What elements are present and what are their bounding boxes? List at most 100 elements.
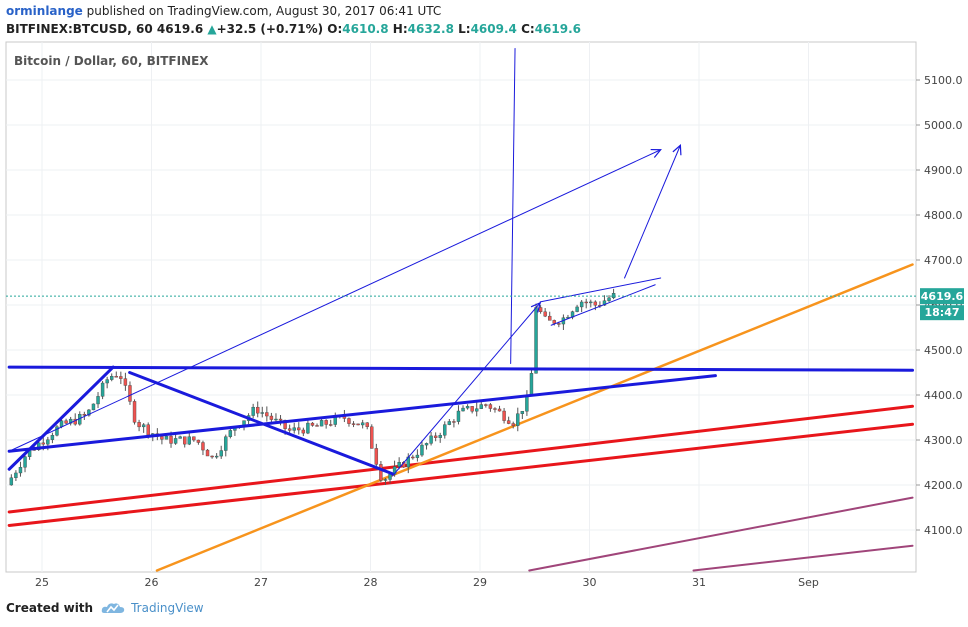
chart-frame xyxy=(5,41,917,573)
candle-body xyxy=(64,420,68,424)
candle-body xyxy=(260,412,264,414)
candle-body xyxy=(552,320,556,324)
author-link[interactable]: orminlange xyxy=(6,4,83,18)
orange-trendline[interactable] xyxy=(155,263,914,572)
up-arrow-icon: ▲ xyxy=(207,22,217,36)
candle-body xyxy=(297,427,301,431)
candle-body xyxy=(141,424,146,428)
blue-trendline[interactable] xyxy=(7,365,915,372)
blue-thin-trendline[interactable] xyxy=(8,149,662,452)
candle-body xyxy=(520,410,525,414)
blue-thin-trendline[interactable] xyxy=(510,48,516,364)
candle-body xyxy=(228,430,233,437)
blue-trendline[interactable] xyxy=(7,365,115,471)
candle-body xyxy=(114,376,118,378)
candle-body xyxy=(502,410,506,421)
blue-thin-trendline[interactable] xyxy=(391,302,541,477)
candle-body xyxy=(55,426,59,436)
candle-body xyxy=(219,450,223,457)
candle-body xyxy=(319,420,324,427)
candle-body xyxy=(374,448,379,465)
trendlines-front xyxy=(7,48,915,477)
candle-body xyxy=(265,412,269,417)
candle-body xyxy=(579,301,584,308)
candle-body xyxy=(420,444,424,456)
price-axis[interactable]: 4100.04200.04300.04400.04500.04600.04700… xyxy=(916,74,963,537)
close-label: C: xyxy=(521,22,535,36)
symbol-label: BITFINEX:BTCUSD, 60 xyxy=(6,22,153,36)
candle-body xyxy=(183,436,187,445)
candle-body xyxy=(411,456,415,459)
candle-body xyxy=(379,464,383,481)
candle-body xyxy=(589,301,593,304)
x-tick-label: 28 xyxy=(364,576,378,589)
header-quote-line: BITFINEX:BTCUSD, 60 4619.6 ▲+32.5 (+0.71… xyxy=(6,22,581,36)
candle-body xyxy=(105,379,109,384)
candle-body xyxy=(310,422,315,426)
candle-body xyxy=(365,422,369,427)
arrowhead-icon xyxy=(530,301,542,313)
candle-body xyxy=(443,424,447,436)
y-tick-label: 4800.0 xyxy=(924,209,963,222)
red-trendline[interactable] xyxy=(7,404,915,514)
candle-body xyxy=(269,415,274,420)
candle-body xyxy=(602,300,607,306)
trendlines-back xyxy=(7,263,915,572)
candle-body xyxy=(278,418,283,421)
blue-thin-trendline[interactable] xyxy=(624,144,681,279)
purple-trendline[interactable] xyxy=(692,544,914,572)
candle-body xyxy=(584,301,588,304)
x-tick-label: Sep xyxy=(798,576,819,589)
purple-trendline[interactable] xyxy=(528,496,914,572)
candle-body xyxy=(383,479,388,481)
blue-thin-trendline[interactable] xyxy=(550,284,656,326)
candle-body xyxy=(456,410,461,422)
low-label: L: xyxy=(458,22,471,36)
arrowhead-icon xyxy=(650,148,662,158)
created-with-label: Created with xyxy=(6,601,94,615)
candle-body xyxy=(415,454,420,458)
candle-body xyxy=(397,462,401,467)
candle-body xyxy=(388,474,392,480)
candle-body xyxy=(301,429,306,434)
tradingview-brand-link[interactable]: TradingView xyxy=(131,601,204,615)
candle-body xyxy=(424,443,429,446)
candle-body xyxy=(538,307,543,313)
last-price-badge xyxy=(920,288,964,305)
candle-body xyxy=(548,315,552,321)
candle-body xyxy=(479,404,483,409)
candle-body xyxy=(306,422,310,434)
candle-body xyxy=(324,420,328,425)
candle-body xyxy=(37,442,41,451)
candle-body xyxy=(119,376,123,379)
candle-body xyxy=(347,418,351,424)
blue-thin-trendline[interactable] xyxy=(539,277,662,303)
candles xyxy=(9,288,616,486)
high-label: H: xyxy=(392,22,408,36)
x-tick-label: 26 xyxy=(145,576,159,589)
candle-body xyxy=(14,472,18,479)
candle-body xyxy=(192,436,196,441)
candle-body xyxy=(50,435,55,440)
candle-body xyxy=(46,439,50,445)
change-value: +32.5 (+0.71%) xyxy=(216,22,324,36)
y-tick-label: 4700.0 xyxy=(924,254,963,267)
candle-body xyxy=(447,421,452,425)
blue-trendline[interactable] xyxy=(7,374,717,453)
red-trendline[interactable] xyxy=(7,422,915,527)
time-axis[interactable]: 25 26 27 28 29 30 31 Sep xyxy=(35,576,819,589)
candle-body xyxy=(169,435,173,444)
candle-body xyxy=(187,436,191,445)
countdown-badge-label: 18:47 xyxy=(924,306,959,319)
candle-body xyxy=(87,409,91,416)
candle-body xyxy=(529,373,534,396)
candle-body xyxy=(283,419,287,429)
blue-trendline[interactable] xyxy=(128,371,394,476)
countdown-badge xyxy=(920,305,964,321)
candle-body xyxy=(18,467,23,474)
candle-body xyxy=(91,403,96,411)
tradingview-cloud-icon xyxy=(101,603,125,613)
x-tick-label: 29 xyxy=(473,576,487,589)
candle-body xyxy=(173,438,178,444)
